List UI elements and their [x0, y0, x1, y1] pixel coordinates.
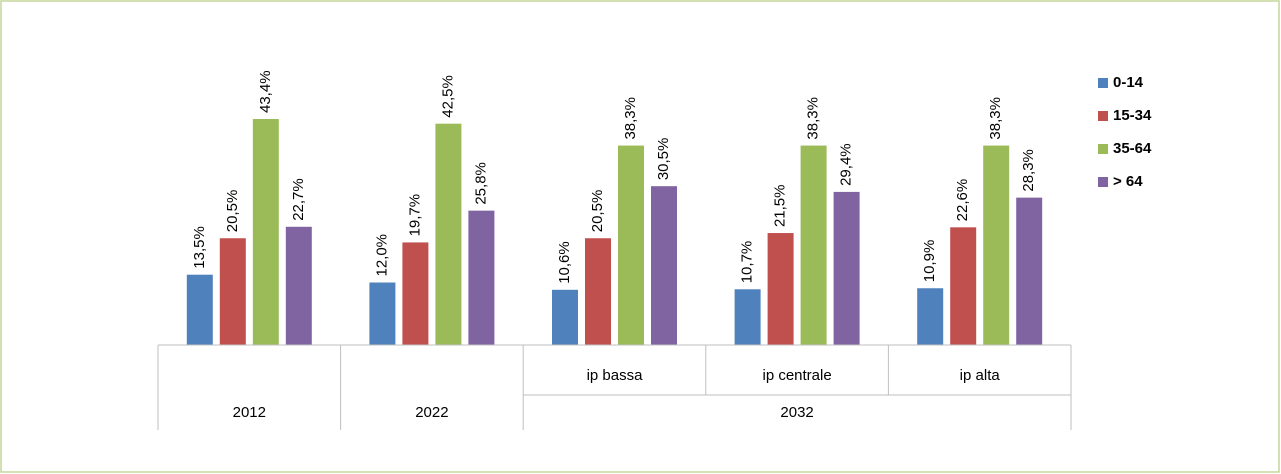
- bar: [435, 123, 462, 345]
- data-label: 10,7%: [739, 241, 756, 284]
- data-label: 22,7%: [290, 178, 307, 221]
- bar: [585, 238, 611, 345]
- bar: [186, 274, 213, 345]
- bar: [402, 242, 429, 345]
- legend-label: > 64: [1113, 173, 1143, 190]
- x-tick-label: ip alta: [960, 367, 1001, 384]
- bar: [800, 145, 827, 345]
- bar: [285, 226, 312, 345]
- x-group-label: 2022: [415, 404, 448, 421]
- data-label: 10,6%: [556, 241, 573, 284]
- x-tick-label: ip centrale: [762, 367, 831, 384]
- data-label: 30,5%: [655, 138, 672, 181]
- bar: [950, 227, 977, 345]
- bar: [917, 288, 944, 345]
- bar: [734, 289, 761, 345]
- data-label: 21,5%: [772, 184, 789, 227]
- bar: [468, 210, 495, 345]
- legend-swatch: [1098, 177, 1108, 187]
- bar: [983, 145, 1010, 345]
- bar: [651, 186, 677, 345]
- data-label: 29,4%: [838, 143, 855, 186]
- legend-label: 35-64: [1113, 140, 1152, 157]
- data-label: 38,3%: [805, 97, 822, 140]
- bar: [369, 282, 396, 345]
- x-group-label: 2032: [780, 404, 813, 421]
- data-label: 12,0%: [373, 234, 390, 277]
- data-label: 20,5%: [589, 190, 606, 233]
- data-label: 10,9%: [921, 240, 938, 283]
- legend-label: 0-14: [1113, 74, 1144, 91]
- x-group-label: 2012: [233, 404, 266, 421]
- legend-swatch: [1098, 144, 1108, 154]
- bar: [1016, 197, 1043, 345]
- data-label: 43,4%: [257, 70, 274, 113]
- data-label: 20,5%: [224, 190, 241, 233]
- bar: [252, 119, 279, 345]
- data-label: 42,5%: [439, 75, 456, 118]
- bar: [219, 238, 246, 345]
- x-tick-label: ip bassa: [587, 367, 644, 384]
- data-label: 22,6%: [954, 179, 971, 222]
- legend-swatch: [1098, 78, 1108, 88]
- data-label: 25,8%: [472, 162, 489, 205]
- data-label: 19,7%: [406, 194, 423, 237]
- data-label: 28,3%: [1020, 149, 1037, 192]
- data-label: 38,3%: [987, 97, 1004, 140]
- data-label: 13,5%: [191, 226, 208, 269]
- data-label: 38,3%: [622, 97, 639, 140]
- legend-swatch: [1098, 111, 1108, 121]
- bar: [767, 233, 794, 345]
- bar: [552, 289, 578, 345]
- bar: [618, 145, 644, 345]
- bar: [833, 191, 860, 345]
- legend-label: 15-34: [1113, 107, 1152, 124]
